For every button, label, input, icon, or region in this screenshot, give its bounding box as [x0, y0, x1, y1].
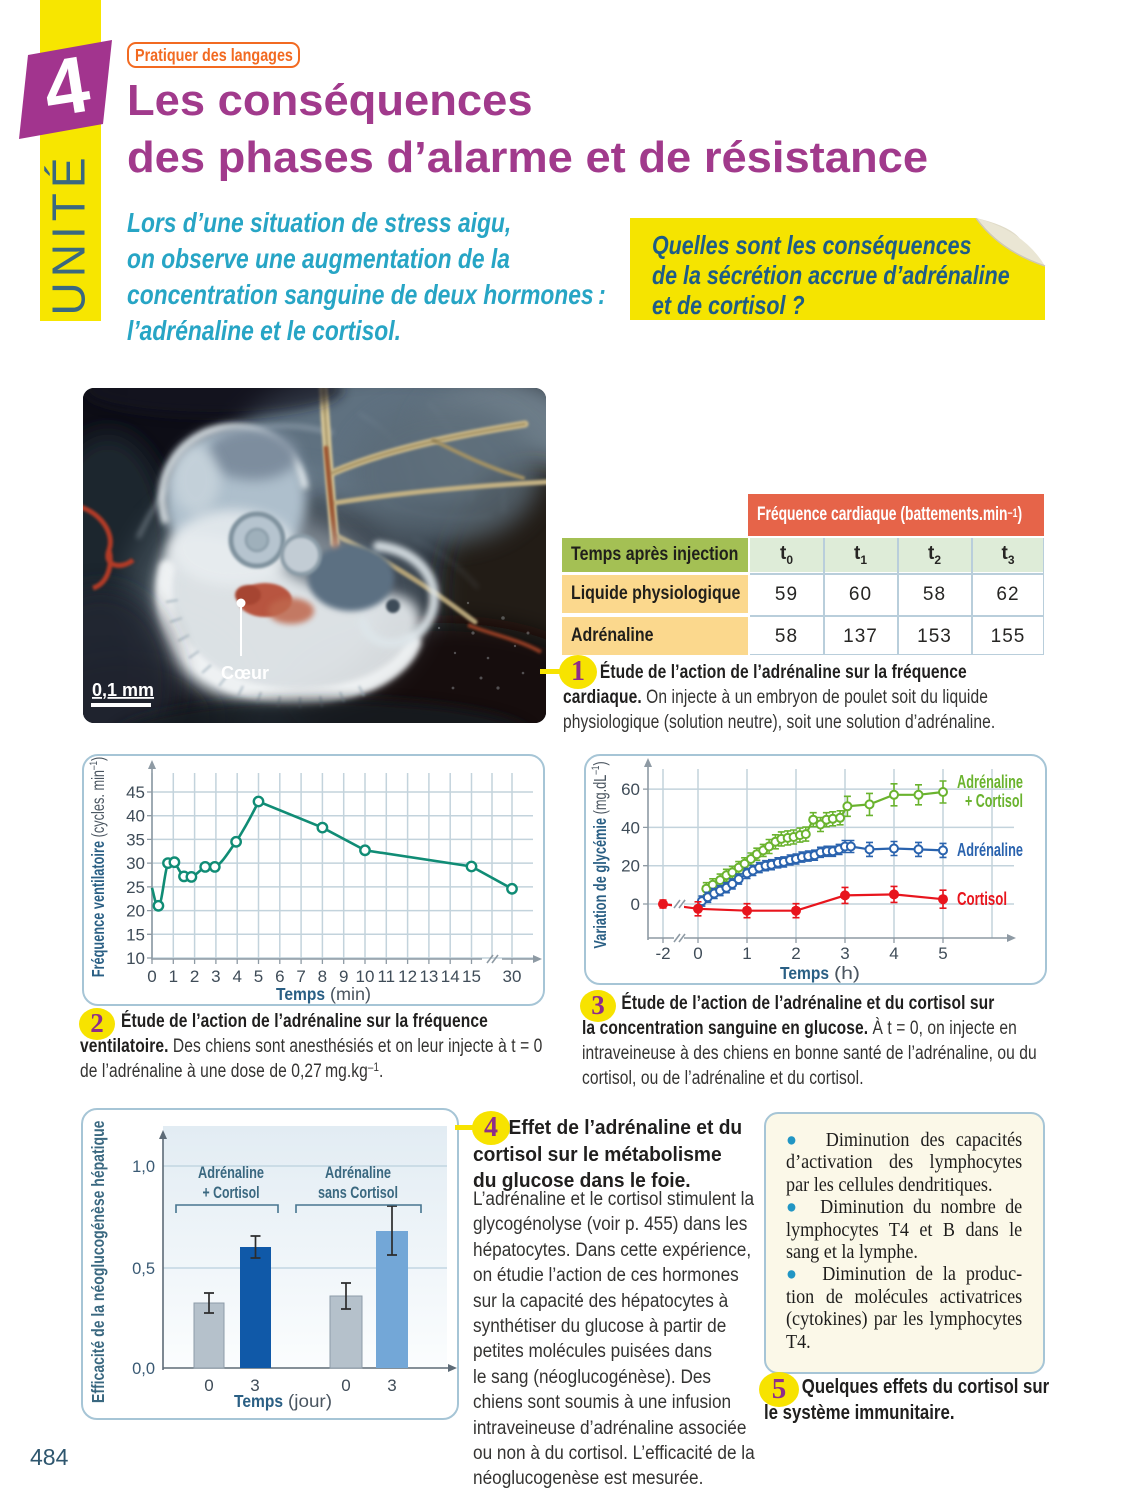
svg-text:Adrénaline: Adrénaline [325, 1163, 391, 1182]
svg-text:-2: -2 [655, 944, 670, 963]
svg-text:10: 10 [126, 949, 145, 968]
svg-text:4: 4 [232, 967, 241, 986]
svg-text:0: 0 [631, 895, 640, 914]
svg-text:8: 8 [318, 967, 327, 986]
svg-text:4: 4 [889, 944, 898, 963]
svg-text:+ Cortisol: + Cortisol [965, 791, 1023, 811]
svg-text:sans Cortisol: sans Cortisol [318, 1183, 398, 1202]
svg-text:35: 35 [126, 830, 145, 849]
svg-text:9: 9 [339, 967, 348, 986]
svg-text:Temps: Temps [234, 1391, 283, 1411]
svg-text:Cortisol: Cortisol [957, 889, 1007, 909]
svg-text:1,0: 1,0 [132, 1158, 155, 1176]
svg-text:Adrénaline: Adrénaline [957, 840, 1023, 860]
svg-text:0: 0 [147, 967, 156, 986]
svg-text:5: 5 [254, 967, 263, 986]
svg-text:2: 2 [190, 967, 199, 986]
svg-text:15: 15 [126, 925, 145, 944]
svg-text:0: 0 [693, 944, 702, 963]
svg-text:40: 40 [621, 818, 640, 837]
svg-text:10: 10 [356, 967, 375, 986]
svg-text:3: 3 [387, 1376, 396, 1395]
svg-text:12: 12 [398, 967, 417, 986]
svg-text:45: 45 [126, 783, 145, 802]
svg-text:Adrénaline: Adrénaline [198, 1163, 264, 1182]
svg-text:30: 30 [503, 967, 522, 986]
svg-text:7: 7 [296, 967, 305, 986]
svg-text:0: 0 [204, 1376, 213, 1395]
svg-text:Cœur: Cœur [221, 663, 269, 683]
svg-text:11: 11 [377, 967, 395, 986]
svg-text:15: 15 [462, 967, 481, 986]
svg-text:60: 60 [621, 780, 640, 799]
svg-text:5: 5 [938, 944, 947, 963]
svg-text:13: 13 [419, 967, 438, 986]
svg-text:3: 3 [840, 944, 849, 963]
svg-text:6: 6 [275, 967, 284, 986]
svg-text:1: 1 [742, 944, 751, 963]
svg-text:20: 20 [621, 857, 640, 876]
svg-text:0: 0 [341, 1376, 350, 1395]
svg-text:25: 25 [126, 878, 145, 897]
svg-text:40: 40 [126, 807, 145, 826]
svg-text:0,5: 0,5 [132, 1260, 155, 1278]
svg-text:1: 1 [169, 967, 178, 986]
svg-text:Adrénaline: Adrénaline [957, 772, 1023, 792]
svg-text:Temps: Temps [780, 963, 829, 983]
svg-text:0,0: 0,0 [132, 1360, 155, 1378]
svg-text:(min): (min) [330, 984, 371, 1004]
svg-text:3: 3 [211, 967, 220, 986]
svg-text:0,1 mm: 0,1 mm [92, 680, 154, 700]
svg-text:2: 2 [791, 944, 800, 963]
svg-text:Temps: Temps [276, 984, 325, 1004]
svg-text:14: 14 [441, 967, 460, 986]
svg-text:3: 3 [250, 1376, 259, 1395]
svg-text:30: 30 [126, 854, 145, 873]
svg-text:(h): (h) [834, 963, 860, 983]
svg-text:20: 20 [126, 902, 145, 921]
svg-text:(jour): (jour) [288, 1391, 332, 1411]
svg-text:+ Cortisol: + Cortisol [203, 1183, 260, 1202]
